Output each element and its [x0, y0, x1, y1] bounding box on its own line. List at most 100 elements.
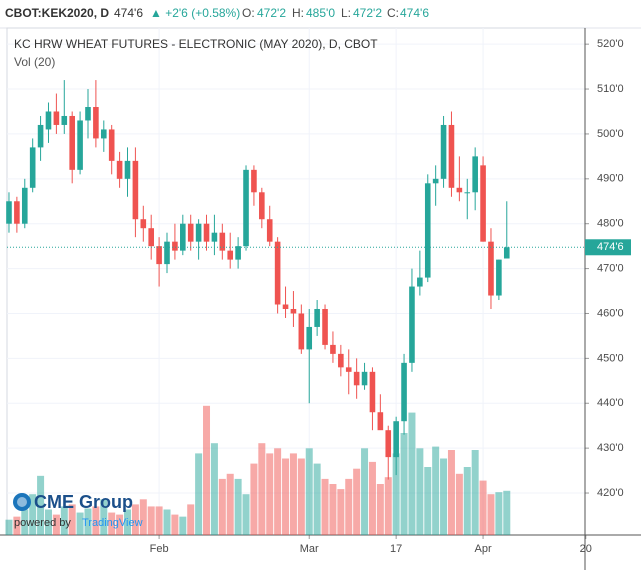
- volume-bar: [368, 461, 376, 535]
- candle-body: [322, 308, 328, 345]
- volume-bar: [258, 443, 266, 535]
- volume-bar: [92, 506, 100, 535]
- candle-body: [124, 160, 131, 179]
- candle-body: [472, 156, 478, 193]
- candle-body: [290, 308, 297, 314]
- y-tick-label: 470'0: [597, 263, 624, 275]
- y-tick-label: 450'0: [597, 352, 624, 364]
- volume-bar: [179, 516, 187, 535]
- subtitle: Vol (20): [14, 55, 55, 69]
- price: 474'6: [114, 6, 143, 20]
- volume-bar: [68, 504, 76, 535]
- volume-bar: [321, 478, 329, 535]
- symbol: CBOT:KEK2020, D: [5, 6, 109, 20]
- volume-bar: [234, 478, 242, 535]
- volume-bar: [84, 508, 92, 535]
- volume-bar: [21, 509, 29, 535]
- candle-body: [345, 367, 352, 372]
- volume-bar: [155, 506, 163, 535]
- high: 485'0: [306, 6, 335, 20]
- open: 472'2: [257, 6, 286, 20]
- volume-bar: [408, 412, 416, 535]
- x-tick-label: 20: [580, 543, 592, 555]
- volume-bar: [131, 504, 139, 535]
- candle-body: [306, 326, 313, 350]
- o-label: O:: [242, 6, 255, 20]
- x-tick-label: Apr: [475, 543, 492, 555]
- logo-name: CME Group: [34, 492, 133, 512]
- y-tick-label: 500'0: [597, 128, 624, 140]
- candle-body: [187, 223, 194, 242]
- candle-body: [29, 147, 36, 188]
- volume-bar: [76, 512, 84, 535]
- candle-body: [14, 201, 20, 224]
- c-label: C:: [387, 6, 399, 20]
- candle-body: [417, 277, 423, 287]
- candle-body: [235, 246, 241, 260]
- volume-bar: [226, 473, 234, 535]
- candle-body: [251, 169, 257, 193]
- candle-body: [164, 241, 170, 265]
- candle-body: [448, 124, 455, 188]
- candle-body: [85, 107, 91, 121]
- y-tick-label: 430'0: [597, 442, 624, 454]
- volume-bar: [60, 506, 68, 535]
- volume-bar: [274, 448, 282, 535]
- volume-bar: [242, 494, 250, 535]
- candle-body: [21, 187, 28, 224]
- volume-bar: [116, 514, 124, 535]
- candle-body: [377, 412, 384, 431]
- candle-body: [211, 232, 218, 242]
- y-tick-label: 520'0: [597, 38, 624, 50]
- volume-bar: [147, 506, 155, 535]
- volume-bar: [5, 519, 13, 535]
- last-price-label: 474'6: [597, 241, 624, 253]
- volume-bar: [250, 463, 258, 535]
- candle-body: [440, 124, 447, 179]
- header-bar: [0, 0, 641, 28]
- volume-bar: [503, 490, 511, 535]
- volume-bar: [195, 453, 203, 535]
- volume-bar: [305, 448, 313, 535]
- volume-bar: [282, 458, 290, 535]
- candle-body: [180, 223, 186, 251]
- volume-bar: [108, 512, 116, 535]
- candle-body: [219, 232, 226, 251]
- y-tick-label: 490'0: [597, 173, 624, 185]
- candle-body: [298, 313, 305, 350]
- volume-bar: [432, 446, 440, 535]
- x-tick-label: Feb: [150, 543, 169, 555]
- candle-body: [496, 259, 502, 296]
- candle-body: [401, 362, 407, 422]
- candle-body: [393, 421, 399, 458]
- y-tick-label: 460'0: [597, 307, 624, 319]
- candle-body: [93, 107, 99, 139]
- candle-body: [132, 160, 139, 220]
- volume-bar: [266, 453, 274, 535]
- volume-bar: [337, 489, 345, 535]
- close: 474'6: [400, 6, 429, 20]
- volume-bar: [52, 514, 60, 535]
- volume-bar: [289, 453, 297, 535]
- x-tick-label: 17: [390, 543, 402, 555]
- candle-body: [409, 286, 415, 363]
- candle-body: [45, 111, 52, 130]
- candle-body: [503, 247, 510, 259]
- volume-bar: [353, 468, 361, 535]
- volume-bar: [440, 458, 448, 535]
- y-tick-label: 440'0: [597, 397, 624, 409]
- candle-body: [385, 430, 392, 458]
- low: 472'2: [353, 6, 382, 20]
- candle-body: [432, 178, 439, 184]
- volume-bar: [297, 458, 305, 535]
- volume-bar: [44, 509, 52, 535]
- candle-body: [488, 241, 494, 296]
- powered-by: powered by: [14, 517, 71, 529]
- candle-body: [464, 192, 471, 194]
- volume-bar: [455, 473, 463, 535]
- candle-body: [203, 223, 210, 242]
- volume-bar: [139, 499, 147, 535]
- volume-bar: [384, 477, 392, 535]
- candle-body: [172, 241, 178, 251]
